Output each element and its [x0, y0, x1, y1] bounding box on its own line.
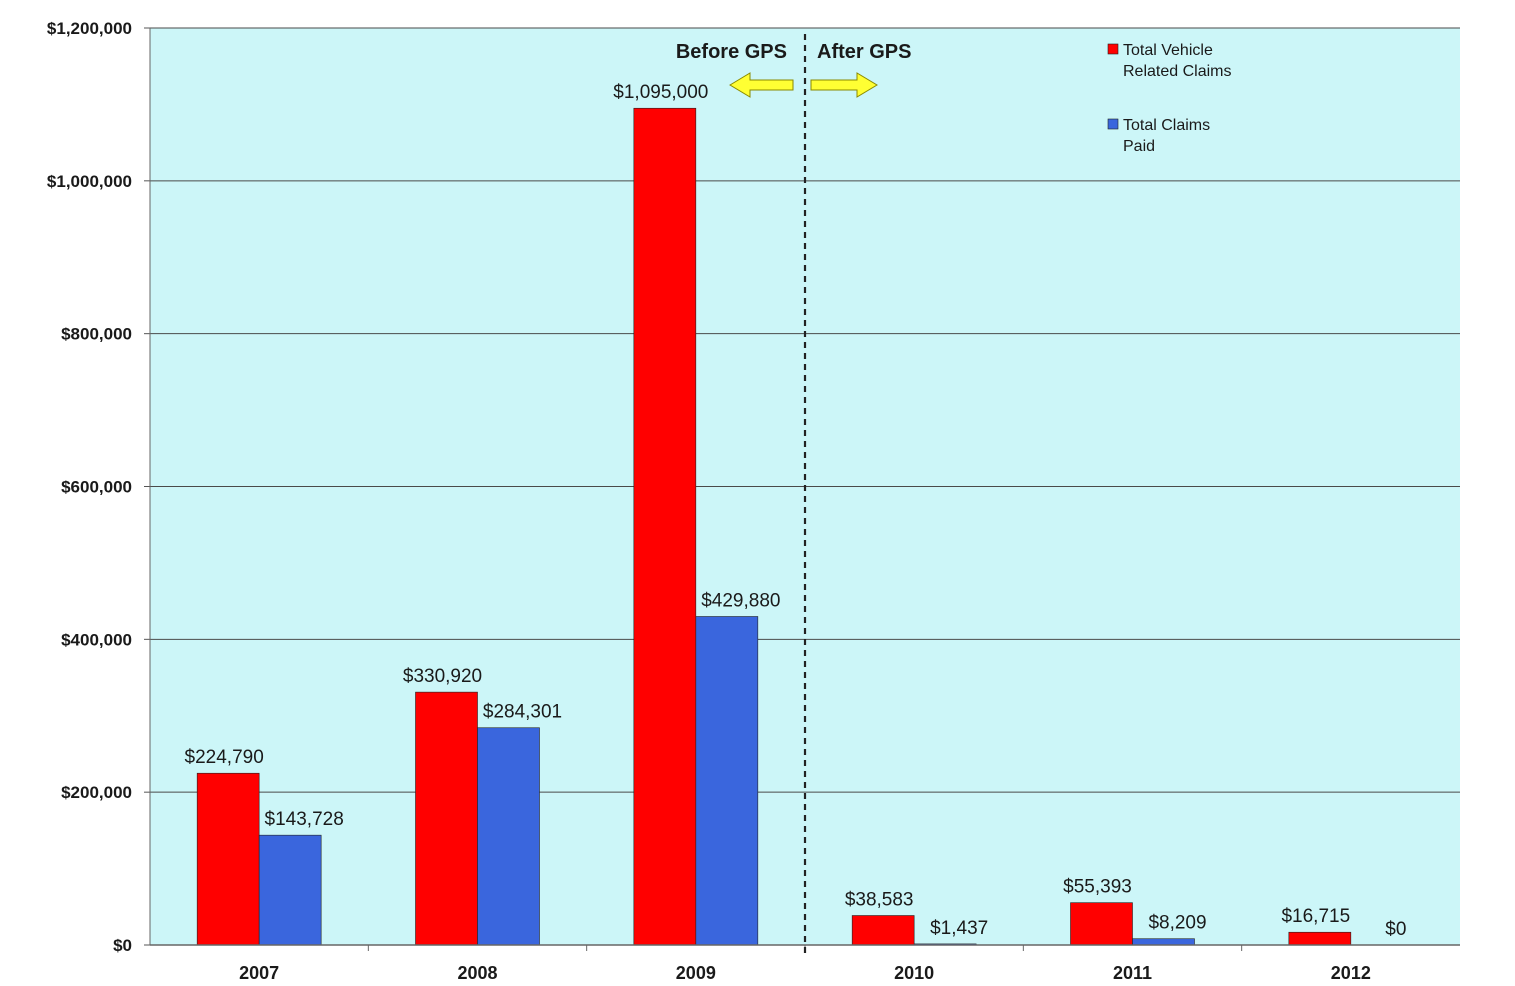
bar-total-vehicle-related-claims: [1288, 931, 1352, 946]
bars: $224,790 $143,728 $330,920$284,301 $1,095,0…: [185, 82, 1406, 946]
data-label: $55,393: [1063, 877, 1132, 898]
data-label: $16,715: [1281, 906, 1350, 927]
axes: $0 $200,000 $400,000 $600,000 $800,000 $1,000…: [47, 19, 1460, 983]
legend-label-total-claims-paid: Total Claims Paid: [1123, 117, 1215, 155]
y-tick-label: $1,200,000: [47, 19, 132, 38]
x-tick-label: 2009: [676, 963, 716, 981]
y-tick-label: $600,000: [61, 478, 132, 497]
y-tick-label: $1,000,000: [47, 172, 132, 191]
x-tick-label: 2008: [457, 963, 497, 981]
x-tick-label: 2012: [1331, 963, 1371, 981]
x-tick-label: 2007: [239, 963, 279, 981]
data-label: $1,095,000: [613, 82, 708, 103]
bar-total-vehicle-related-claims: [415, 691, 478, 946]
bar-total-vehicle-related-claims: [851, 915, 915, 946]
bar-total-vehicle-related-claims: [633, 107, 697, 946]
data-label: $1,437: [930, 918, 988, 939]
bar-total-claims-paid: [695, 616, 759, 946]
legend: Total Vehicle Related Claims Total Claim…: [1107, 42, 1231, 155]
data-label: $330,920: [403, 666, 482, 687]
bar-total-vehicle-related-claims: [196, 772, 260, 946]
bar-total-claims-paid: [477, 727, 540, 946]
data-label: $8,209: [1148, 913, 1206, 934]
after-gps-label: After GPS: [817, 41, 911, 63]
data-label: $0: [1385, 919, 1406, 940]
data-label: $224,790: [185, 747, 264, 768]
bar-total-claims-paid: [258, 834, 322, 946]
y-tick-label: $400,000: [61, 630, 132, 649]
y-tick-label: $0: [113, 936, 132, 955]
y-tick-label: $200,000: [61, 783, 132, 802]
data-label: $143,728: [265, 809, 344, 830]
x-tick-label: 2010: [894, 963, 934, 981]
x-tick-label: 2011: [1113, 963, 1152, 981]
legend-label-total-vehicle-related-claims: Total Vehicle Related Claims: [1123, 42, 1231, 80]
bar-total-claims-paid: [1132, 938, 1195, 946]
before-gps-label: Before GPS: [676, 41, 787, 63]
data-label: $429,880: [701, 591, 780, 612]
data-label: $284,301: [483, 702, 562, 723]
data-label: $38,583: [845, 890, 914, 911]
before-gps-arrow: [729, 72, 794, 98]
legend-swatch-total-vehicle-related-claims: [1107, 43, 1119, 55]
y-tick-label: $800,000: [61, 325, 132, 344]
bar-total-vehicle-related-claims: [1070, 902, 1133, 946]
after-gps-arrow: [810, 72, 878, 98]
legend-swatch-total-claims-paid: [1107, 118, 1119, 130]
gps-annotation: Before GPS After GPS: [676, 34, 911, 955]
